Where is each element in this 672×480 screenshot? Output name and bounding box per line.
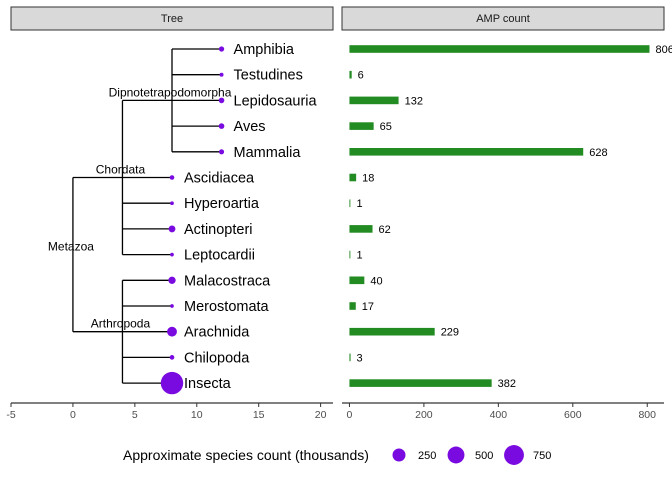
- bar-label-mammalia: 628: [589, 147, 607, 159]
- tree-strip: Tree: [10, 6, 334, 31]
- bar-actinopteri: [349, 225, 373, 233]
- tree-tick-label-1: 0: [70, 409, 76, 421]
- tip-label-malacostraca: Malacostraca: [184, 273, 271, 289]
- tip-point-amphibia: [218, 46, 225, 52]
- legend-point-0: [392, 448, 406, 462]
- legend-point-2: [504, 445, 524, 465]
- bar-label-actinopteri: 62: [379, 224, 391, 236]
- tip-label-mammalia: Mammalia: [234, 145, 302, 161]
- tip-label-hyperoartia: Hyperoartia: [184, 196, 260, 212]
- tip-point-hyperoartia: [170, 201, 174, 206]
- tree-node-labels: Metazoa Chordata Dipnotetrapodomorpha Arthr…: [48, 85, 232, 330]
- tip-label-merostomata: Merostomata: [184, 299, 270, 315]
- tree-strip-bg: [10, 6, 334, 31]
- tip-label-insecta: Insecta: [184, 376, 232, 392]
- bar-merostomata: [349, 302, 356, 310]
- tip-label-aves: Aves: [234, 119, 266, 135]
- node-label-chordata: Chordata: [96, 163, 146, 177]
- bar-aves: [349, 122, 374, 130]
- tip-label-amphibia: Amphibia: [234, 42, 295, 58]
- tree-tick-label-2: 5: [132, 409, 138, 421]
- amp-strip-bg: [341, 6, 665, 31]
- legend-entries: 250 500 750: [392, 445, 551, 465]
- tip-point-mammalia: [218, 149, 225, 155]
- node-label-metazoa: Metazoa: [48, 240, 94, 254]
- amp-strip-title: AMP count: [476, 13, 530, 25]
- tree-branches: [72, 48, 222, 384]
- tip-point-ascidiacea: [169, 175, 175, 180]
- bar-label-malacostraca: 40: [370, 275, 382, 287]
- tip-point-testudines: [219, 72, 224, 77]
- bar-testudines: [349, 70, 352, 79]
- tip-point-lepidosauria: [218, 97, 225, 104]
- bar-label-hyperoartia: 1: [356, 198, 362, 210]
- bar-amphibia: [349, 45, 650, 53]
- legend-label-0: 250: [418, 450, 436, 462]
- amp-bar-labels: 806 6 132 65 628 18 1 62 1 40 17 229 3 382: [356, 44, 672, 390]
- tree-x-ticks: -5 0 5 10 15 20: [6, 403, 327, 421]
- tree-tick-label-5: 20: [315, 409, 327, 421]
- amp-tick-label-3: 600: [564, 409, 582, 421]
- tip-point-insecta: [160, 371, 184, 395]
- tree-panel: Amphibia Testudines Lepidosauria Aves Mammal…: [6, 42, 333, 421]
- bar-label-leptocardii: 1: [356, 250, 362, 262]
- amp-tick-label-1: 200: [415, 409, 433, 421]
- amp-panel: 806 6 132 65 628 18 1 62 1 40 17 229 3 382 0 200 400 600…: [342, 44, 672, 421]
- legend: Approximate species count (thousands) 25…: [123, 445, 551, 465]
- tip-point-merostomata: [170, 304, 174, 308]
- amp-tick-label-4: 800: [638, 409, 656, 421]
- bar-insecta: [349, 379, 492, 387]
- tip-label-leptocardii: Leptocardii: [184, 248, 255, 264]
- bar-leptocardii: [349, 250, 351, 259]
- legend-label-2: 750: [533, 450, 551, 462]
- tip-label-chilopoda: Chilopoda: [184, 350, 250, 366]
- tip-label-ascidiacea: Ascidiacea: [184, 171, 255, 187]
- bar-label-testudines: 6: [358, 70, 364, 82]
- node-label-dipnotetrapodomorpha: Dipnotetrapodomorpha: [109, 85, 232, 99]
- bar-malacostraca: [349, 276, 365, 285]
- amp-bars: [349, 45, 650, 387]
- tree-points: [160, 46, 225, 395]
- bar-label-arachnida: 229: [441, 327, 459, 339]
- bar-label-chilopoda: 3: [357, 352, 363, 364]
- legend-label-1: 500: [475, 450, 493, 462]
- tip-point-aves: [218, 123, 225, 129]
- bar-mammalia: [349, 148, 584, 156]
- node-label-arthropoda: Arthropoda: [91, 317, 151, 331]
- bar-arachnida: [349, 327, 435, 336]
- amp-tick-label-0: 0: [347, 409, 353, 421]
- tip-point-arachnida: [167, 326, 177, 337]
- tree-tip-labels: Amphibia Testudines Lepidosauria Aves Mammal…: [184, 42, 318, 392]
- legend-point-1: [447, 446, 465, 464]
- tip-label-testudines: Testudines: [234, 68, 303, 84]
- tree-strip-title: Tree: [161, 13, 183, 25]
- bar-ascidiacea: [349, 173, 357, 182]
- bar-chilopoda: [349, 353, 351, 362]
- tree-tick-label-4: 15: [253, 409, 265, 421]
- bar-label-merostomata: 17: [362, 301, 374, 313]
- tip-label-actinopteri: Actinopteri: [184, 222, 253, 238]
- amp-tick-label-2: 400: [490, 409, 508, 421]
- tip-label-arachnida: Arachnida: [184, 325, 250, 341]
- tree-tick-label-0: -5: [6, 409, 15, 421]
- tip-point-leptocardii: [170, 252, 174, 257]
- bar-hyperoartia: [349, 199, 351, 207]
- bar-label-ascidiacea: 18: [362, 173, 374, 185]
- amp-strip: AMP count: [341, 6, 665, 31]
- tip-point-chilopoda: [169, 355, 175, 360]
- bar-lepidosauria: [349, 96, 399, 105]
- amp-x-ticks: 0 200 400 600 800: [347, 403, 656, 421]
- legend-title: Approximate species count (thousands): [123, 447, 369, 463]
- bar-label-amphibia: 806: [655, 44, 672, 56]
- bar-label-lepidosauria: 132: [405, 95, 423, 107]
- tip-label-lepidosauria: Lepidosauria: [234, 93, 318, 109]
- tip-point-actinopteri: [168, 225, 176, 233]
- tip-point-malacostraca: [168, 276, 176, 284]
- tree-tick-label-3: 10: [191, 409, 203, 421]
- bar-label-aves: 65: [380, 121, 392, 133]
- bar-label-insecta: 382: [498, 378, 516, 390]
